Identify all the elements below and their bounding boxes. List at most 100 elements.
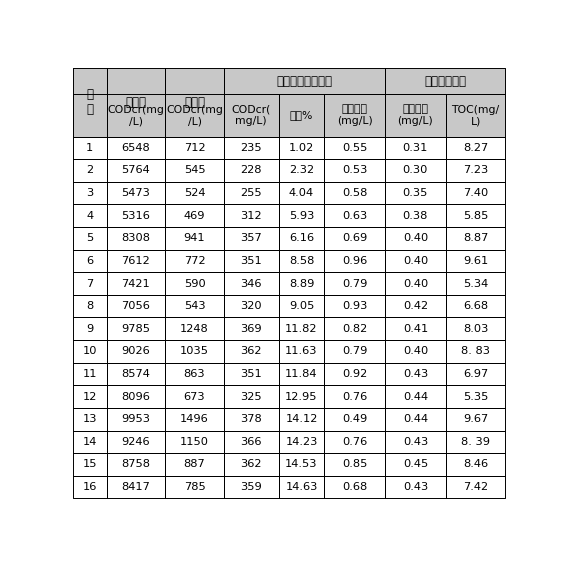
Text: 5473: 5473 xyxy=(121,188,150,198)
Text: 8.89: 8.89 xyxy=(289,279,314,288)
Text: 9.67: 9.67 xyxy=(463,414,488,424)
Text: 0.41: 0.41 xyxy=(403,324,428,334)
Text: 863: 863 xyxy=(184,369,205,379)
Text: 0.40: 0.40 xyxy=(403,256,428,266)
Text: 0.76: 0.76 xyxy=(342,392,367,402)
Text: 7.40: 7.40 xyxy=(463,188,488,198)
Bar xyxy=(446,94,505,136)
Text: 0.42: 0.42 xyxy=(403,301,428,311)
Text: 14.53: 14.53 xyxy=(285,459,318,470)
Text: 351: 351 xyxy=(240,369,262,379)
Bar xyxy=(73,68,107,136)
Text: 5.34: 5.34 xyxy=(463,279,488,288)
Text: 0.38: 0.38 xyxy=(403,211,428,220)
Text: 0.43: 0.43 xyxy=(403,482,428,492)
Text: CODcr(mg
/L): CODcr(mg /L) xyxy=(166,104,223,126)
Text: 2.32: 2.32 xyxy=(289,165,314,176)
Text: 469: 469 xyxy=(184,211,205,220)
Text: 阿特拉津
(mg/L): 阿特拉津 (mg/L) xyxy=(337,104,373,126)
Text: 好氧生物滤池出水: 好氧生物滤池出水 xyxy=(276,75,332,88)
Text: 8308: 8308 xyxy=(121,233,151,243)
Text: 0.31: 0.31 xyxy=(403,143,428,153)
Bar xyxy=(165,68,224,136)
Bar xyxy=(73,94,107,136)
Text: 1248: 1248 xyxy=(180,324,209,334)
Text: 0.63: 0.63 xyxy=(342,211,367,220)
Text: 0.96: 0.96 xyxy=(342,256,367,266)
Text: 0.79: 0.79 xyxy=(342,346,367,356)
Text: 7.42: 7.42 xyxy=(463,482,488,492)
Text: 590: 590 xyxy=(184,279,205,288)
Bar xyxy=(385,68,505,94)
Text: 0.43: 0.43 xyxy=(403,437,428,447)
Text: 序
号: 序 号 xyxy=(86,88,93,116)
Text: TOC(mg/
L): TOC(mg/ L) xyxy=(452,104,500,126)
Text: 6548: 6548 xyxy=(121,143,150,153)
Text: 8: 8 xyxy=(86,301,93,311)
Text: 13: 13 xyxy=(82,414,97,424)
Text: 14.23: 14.23 xyxy=(285,437,318,447)
Text: 0.43: 0.43 xyxy=(403,369,428,379)
Text: 1035: 1035 xyxy=(180,346,209,356)
Text: 9.61: 9.61 xyxy=(463,256,488,266)
Text: 0.58: 0.58 xyxy=(342,188,367,198)
Text: 吸附树脂出水: 吸附树脂出水 xyxy=(424,75,466,88)
Text: CODcr(
mg/L): CODcr( mg/L) xyxy=(232,104,271,126)
Text: 阿特拉津
(mg/L): 阿特拉津 (mg/L) xyxy=(398,104,433,126)
Text: 543: 543 xyxy=(184,301,205,311)
Text: 6: 6 xyxy=(86,256,93,266)
Text: 4: 4 xyxy=(86,211,93,220)
Text: 5764: 5764 xyxy=(121,165,150,176)
Text: 366: 366 xyxy=(240,437,262,447)
Text: 7056: 7056 xyxy=(121,301,150,311)
Text: 8. 83: 8. 83 xyxy=(461,346,490,356)
Text: 712: 712 xyxy=(184,143,205,153)
Text: 255: 255 xyxy=(240,188,262,198)
Text: 524: 524 xyxy=(184,188,205,198)
Text: 8.27: 8.27 xyxy=(463,143,488,153)
Text: 却氧池: 却氧池 xyxy=(125,96,146,109)
Text: 320: 320 xyxy=(240,301,262,311)
Text: 0.55: 0.55 xyxy=(342,143,367,153)
Text: 887: 887 xyxy=(184,459,205,470)
Text: 1150: 1150 xyxy=(180,437,209,447)
Text: 0.40: 0.40 xyxy=(403,233,428,243)
Text: 9953: 9953 xyxy=(121,414,151,424)
Text: 6.68: 6.68 xyxy=(463,301,488,311)
Text: 228: 228 xyxy=(240,165,262,176)
Text: 9246: 9246 xyxy=(121,437,150,447)
Text: 0.49: 0.49 xyxy=(342,414,367,424)
Text: 12: 12 xyxy=(82,392,97,402)
Text: 5.93: 5.93 xyxy=(289,211,314,220)
Text: 1: 1 xyxy=(86,143,93,153)
Text: 772: 772 xyxy=(184,256,205,266)
Text: 545: 545 xyxy=(184,165,205,176)
Text: 7612: 7612 xyxy=(121,256,150,266)
Text: 0.44: 0.44 xyxy=(403,392,428,402)
Text: 0.68: 0.68 xyxy=(342,482,367,492)
Text: 5.85: 5.85 xyxy=(463,211,488,220)
Text: 12.95: 12.95 xyxy=(285,392,318,402)
Text: 8.58: 8.58 xyxy=(289,256,314,266)
Text: 0.44: 0.44 xyxy=(403,414,428,424)
Text: 673: 673 xyxy=(184,392,205,402)
Text: 11.84: 11.84 xyxy=(285,369,318,379)
Text: 8758: 8758 xyxy=(121,459,151,470)
Bar xyxy=(224,68,385,94)
Text: 15: 15 xyxy=(82,459,97,470)
Text: 6.97: 6.97 xyxy=(463,369,488,379)
Text: 235: 235 xyxy=(240,143,262,153)
Text: 8417: 8417 xyxy=(121,482,150,492)
Text: 14.12: 14.12 xyxy=(285,414,318,424)
Text: 1.02: 1.02 xyxy=(289,143,314,153)
Text: 0.93: 0.93 xyxy=(342,301,367,311)
Text: 14: 14 xyxy=(82,437,97,447)
Bar xyxy=(279,94,324,136)
Text: 941: 941 xyxy=(184,233,205,243)
Text: 312: 312 xyxy=(240,211,262,220)
Text: 362: 362 xyxy=(240,346,262,356)
Text: 11: 11 xyxy=(82,369,97,379)
Text: 5: 5 xyxy=(86,233,93,243)
Text: 8574: 8574 xyxy=(121,369,150,379)
Text: 5316: 5316 xyxy=(121,211,150,220)
